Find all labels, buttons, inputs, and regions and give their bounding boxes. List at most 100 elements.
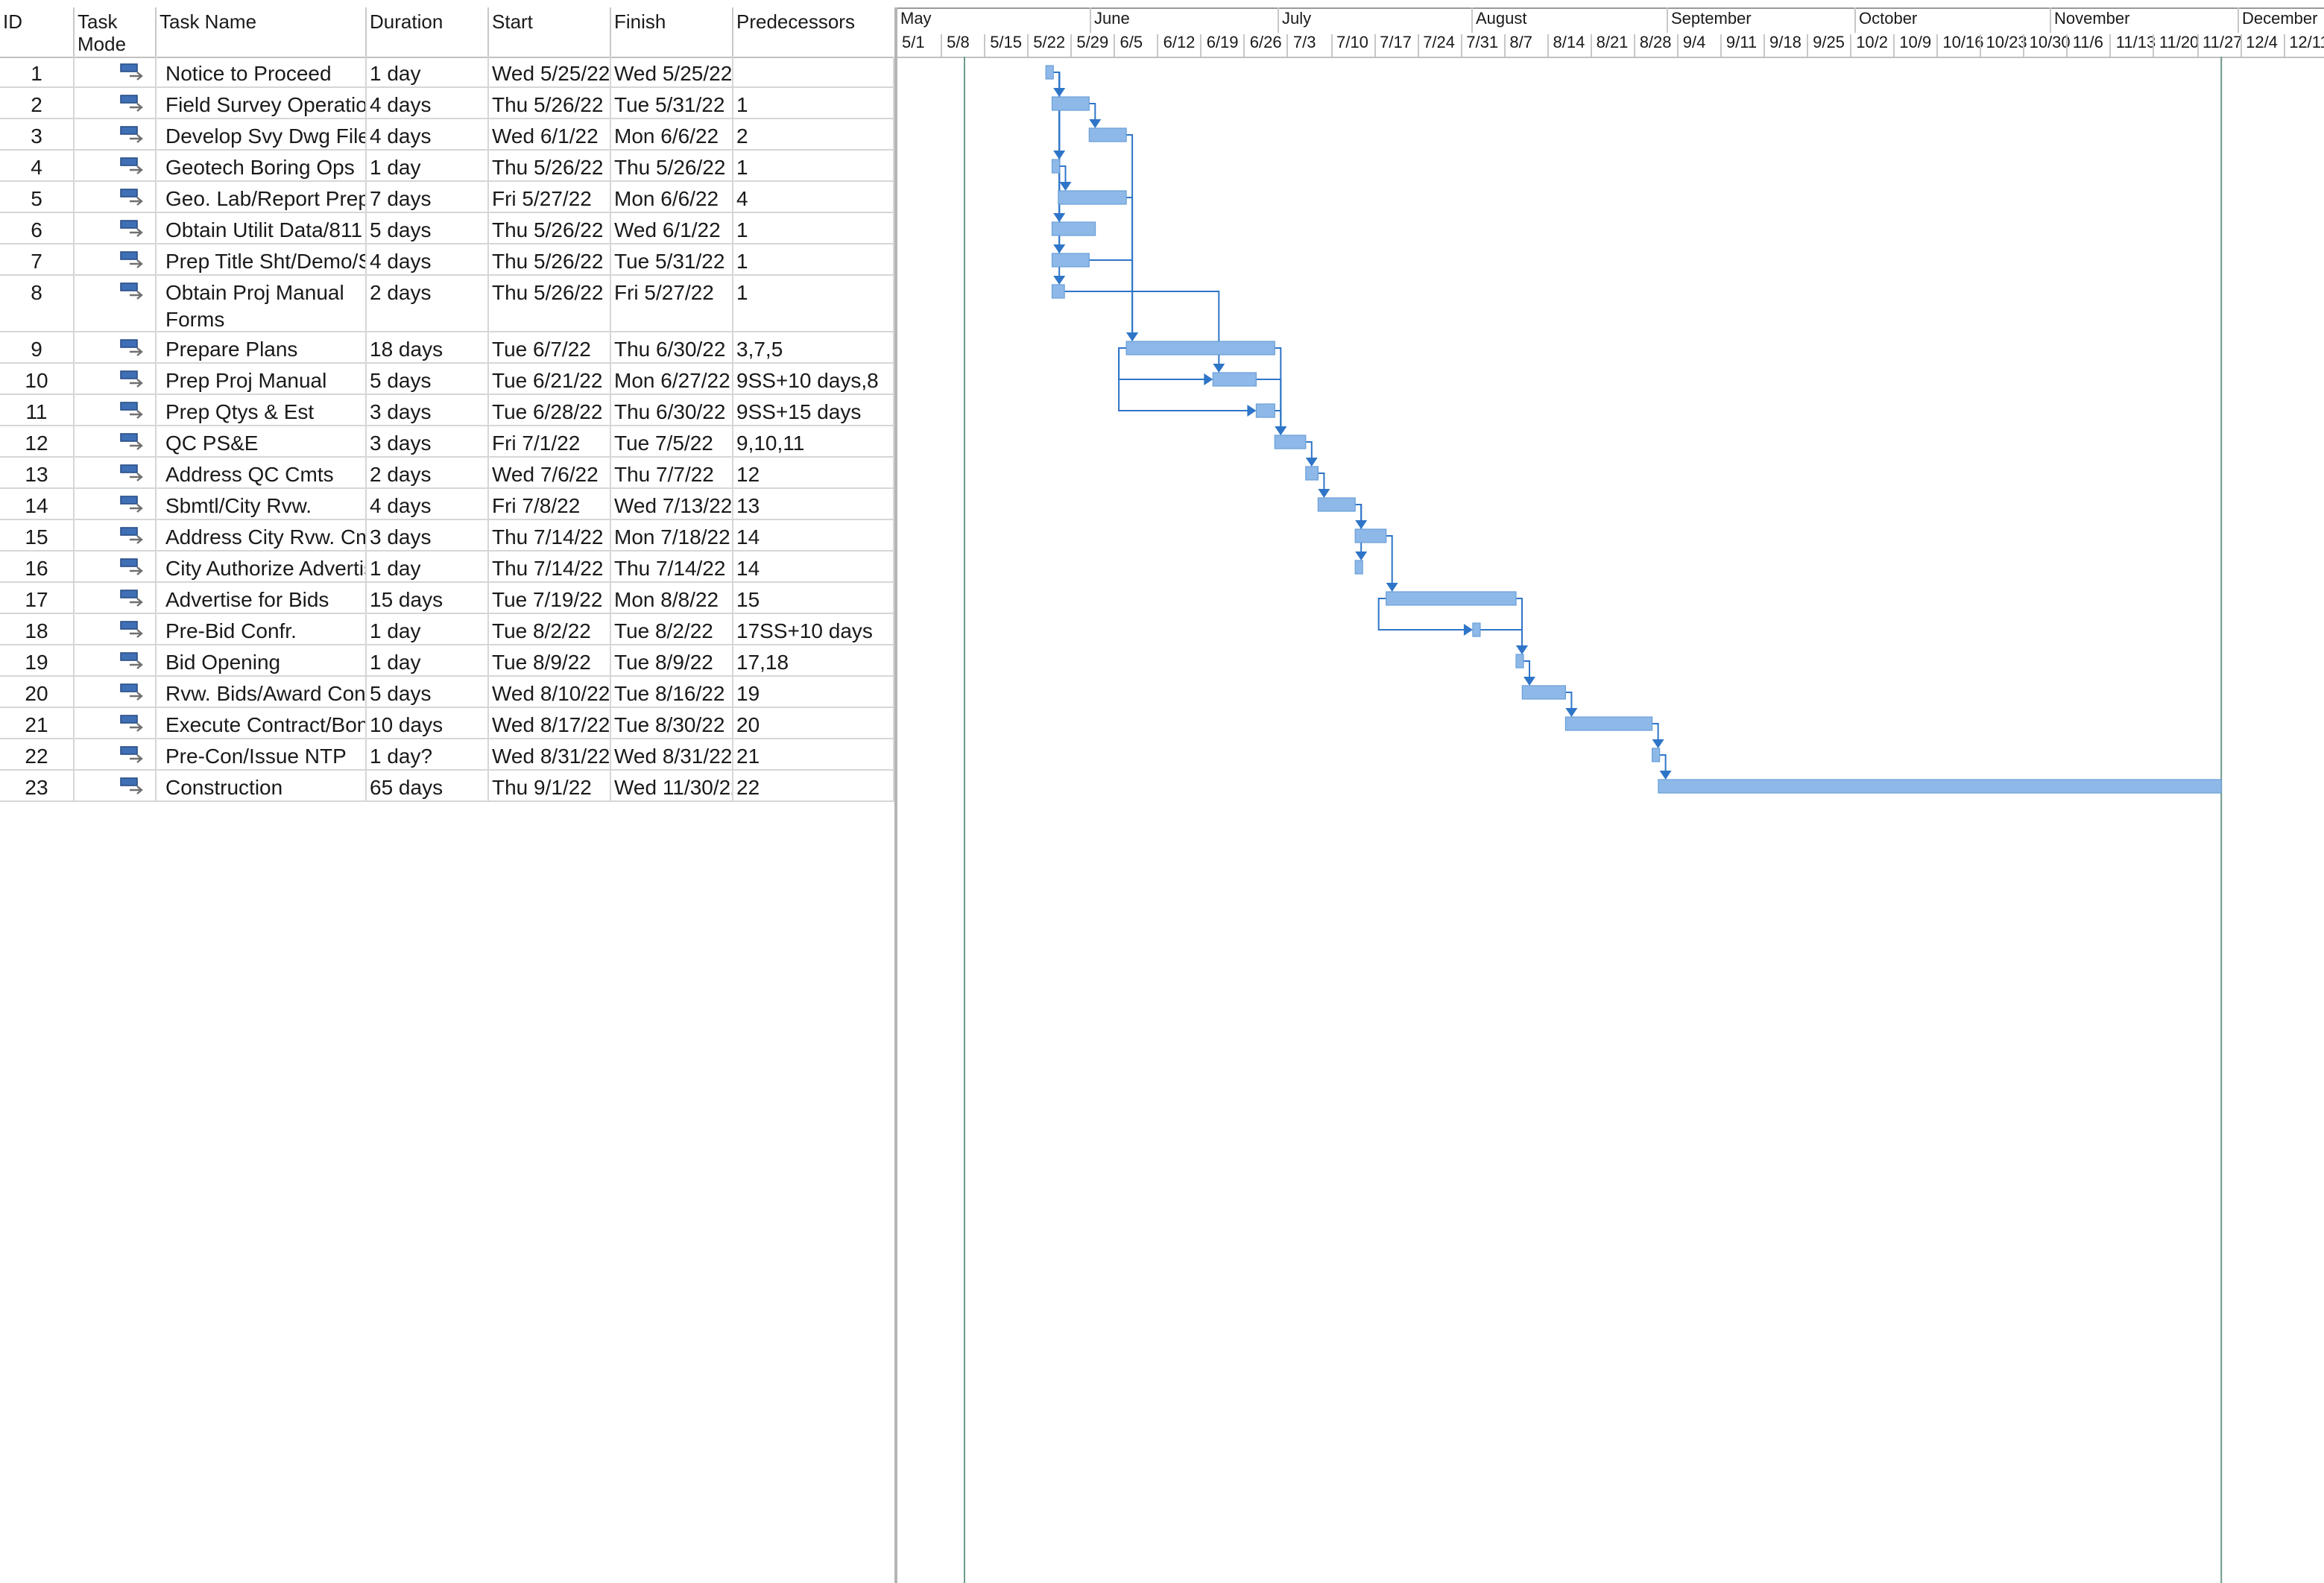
task-bar[interactable] (1058, 190, 1127, 205)
cell-name[interactable]: QC PS&E (157, 426, 367, 456)
table-row[interactable]: 2 Field Survey Operation 4 days Thu 5/26/22… (0, 88, 894, 119)
cell-duration[interactable]: 1 day? (367, 739, 489, 769)
cell-start[interactable]: Wed 8/31/22 (489, 739, 611, 769)
cell-id[interactable]: 7 (0, 244, 75, 274)
cell-start[interactable]: Tue 8/9/22 (489, 645, 611, 675)
task-mode-cell[interactable] (75, 677, 157, 707)
cell-id[interactable]: 11 (0, 395, 75, 425)
cell-id[interactable]: 19 (0, 645, 75, 675)
cell-finish[interactable]: Mon 8/8/22 (611, 583, 733, 613)
table-row[interactable]: 4 Geotech Boring Ops 1 day Thu 5/26/22 Thu 5… (0, 151, 894, 182)
cell-duration[interactable]: 1 day (367, 614, 489, 644)
cell-finish[interactable]: Tue 8/9/22 (611, 645, 733, 675)
cell-duration[interactable]: 2 days (367, 458, 489, 487)
cell-duration[interactable]: 15 days (367, 583, 489, 613)
task-mode-cell[interactable] (75, 426, 157, 456)
task-bar[interactable] (1125, 341, 1275, 356)
cell-start[interactable]: Tue 7/19/22 (489, 583, 611, 613)
cell-duration[interactable]: 1 day (367, 645, 489, 675)
cell-finish[interactable]: Mon 6/6/22 (611, 182, 733, 212)
cell-name[interactable]: Sbmtl/City Rvw. (157, 489, 367, 519)
cell-name[interactable]: Prep Qtys & Est (157, 395, 367, 425)
cell-name[interactable]: Geotech Boring Ops (157, 151, 367, 180)
task-mode-cell[interactable] (75, 332, 157, 362)
cell-predecessors[interactable]: 14 (733, 552, 894, 581)
cell-start[interactable]: Tue 6/28/22 (489, 395, 611, 425)
cell-duration[interactable]: 4 days (367, 244, 489, 274)
cell-name[interactable]: Develop Svy Dwg File (157, 119, 367, 149)
cell-start[interactable]: Tue 6/21/22 (489, 364, 611, 394)
cell-finish[interactable]: Mon 6/6/22 (611, 119, 733, 149)
cell-finish[interactable]: Thu 6/30/22 (611, 332, 733, 362)
cell-id[interactable]: 8 (0, 276, 75, 331)
cell-finish[interactable]: Wed 8/31/22 (611, 739, 733, 769)
cell-duration[interactable]: 1 day (367, 552, 489, 581)
cell-id[interactable]: 20 (0, 677, 75, 707)
table-row[interactable]: 6 Obtain Utilit Data/811 5 days Thu 5/26/22… (0, 213, 894, 244)
cell-finish[interactable]: Wed 7/13/22 (611, 489, 733, 519)
task-mode-cell[interactable] (75, 645, 157, 675)
task-bar[interactable] (1255, 403, 1275, 418)
task-bar[interactable] (1212, 372, 1257, 387)
cell-duration[interactable]: 18 days (367, 332, 489, 362)
cell-name[interactable]: Pre-Con/Issue NTP (157, 739, 367, 769)
cell-predecessors[interactable]: 1 (733, 213, 894, 243)
cell-id[interactable]: 10 (0, 364, 75, 394)
cell-name[interactable]: Prep Title Sht/Demo/S (157, 244, 367, 274)
cell-name[interactable]: Prep Proj Manual (157, 364, 367, 394)
table-row[interactable]: 19 Bid Opening 1 day Tue 8/9/22 Tue 8/9/22 17… (0, 645, 894, 677)
cell-finish[interactable]: Fri 5/27/22 (611, 276, 733, 331)
cell-name[interactable]: Pre-Bid Confr. (157, 614, 367, 644)
cell-predecessors[interactable]: 1 (733, 276, 894, 331)
column-header-task-name[interactable]: Task Name (157, 7, 367, 57)
cell-predecessors[interactable]: 9SS+10 days,8 (733, 364, 894, 394)
cell-duration[interactable]: 3 days (367, 520, 489, 550)
cell-id[interactable]: 6 (0, 213, 75, 243)
column-header-id[interactable]: ID (0, 7, 75, 57)
task-mode-cell[interactable] (75, 151, 157, 180)
cell-start[interactable]: Thu 5/26/22 (489, 213, 611, 243)
task-bar[interactable] (1051, 159, 1061, 174)
cell-duration[interactable]: 1 day (367, 151, 489, 180)
cell-finish[interactable]: Thu 5/26/22 (611, 151, 733, 180)
table-row[interactable]: 3 Develop Svy Dwg File 4 days Wed 6/1/22 Mon… (0, 119, 894, 151)
task-mode-cell[interactable] (75, 364, 157, 394)
cell-start[interactable]: Wed 7/6/22 (489, 458, 611, 487)
cell-duration[interactable]: 3 days (367, 395, 489, 425)
cell-start[interactable]: Fri 7/8/22 (489, 489, 611, 519)
task-bar[interactable] (1521, 685, 1567, 700)
task-bar[interactable] (1658, 779, 2222, 794)
table-row[interactable]: 12 QC PS&E 3 days Fri 7/1/22 Tue 7/5/22 9,10,… (0, 426, 894, 458)
cell-id[interactable]: 3 (0, 119, 75, 149)
column-header-start[interactable]: Start (489, 7, 611, 57)
cell-start[interactable]: Thu 7/14/22 (489, 520, 611, 550)
task-mode-cell[interactable] (75, 213, 157, 243)
cell-id[interactable]: 2 (0, 88, 75, 118)
cell-id[interactable]: 5 (0, 182, 75, 212)
task-bar[interactable] (1051, 284, 1065, 299)
task-mode-cell[interactable] (75, 489, 157, 519)
cell-predecessors[interactable]: 1 (733, 88, 894, 118)
cell-duration[interactable]: 7 days (367, 182, 489, 212)
cell-finish[interactable]: Wed 5/25/22 (611, 57, 733, 86)
cell-name[interactable]: Execute Contract/Bonc (157, 708, 367, 738)
task-mode-cell[interactable] (75, 614, 157, 644)
cell-duration[interactable]: 4 days (367, 88, 489, 118)
cell-duration[interactable]: 65 days (367, 771, 489, 800)
cell-id[interactable]: 21 (0, 708, 75, 738)
task-mode-cell[interactable] (75, 552, 157, 581)
cell-name[interactable]: Address QC Cmts (157, 458, 367, 487)
cell-predecessors[interactable]: 14 (733, 520, 894, 550)
table-row[interactable]: 7 Prep Title Sht/Demo/S 4 days Thu 5/26/22 T… (0, 244, 894, 276)
cell-start[interactable]: Thu 5/26/22 (489, 276, 611, 331)
task-mode-cell[interactable] (75, 395, 157, 425)
cell-id[interactable]: 14 (0, 489, 75, 519)
cell-predecessors[interactable]: 12 (733, 458, 894, 487)
task-mode-cell[interactable] (75, 458, 157, 487)
cell-start[interactable]: Thu 5/26/22 (489, 88, 611, 118)
table-row[interactable]: 5 Geo. Lab/Report Prep 7 days Fri 5/27/22 Mo… (0, 182, 894, 213)
table-row[interactable]: 21 Execute Contract/Bonc 10 days Wed 8/17/2… (0, 708, 894, 739)
task-mode-cell[interactable] (75, 520, 157, 550)
cell-predecessors[interactable]: 15 (733, 583, 894, 613)
cell-duration[interactable]: 4 days (367, 119, 489, 149)
